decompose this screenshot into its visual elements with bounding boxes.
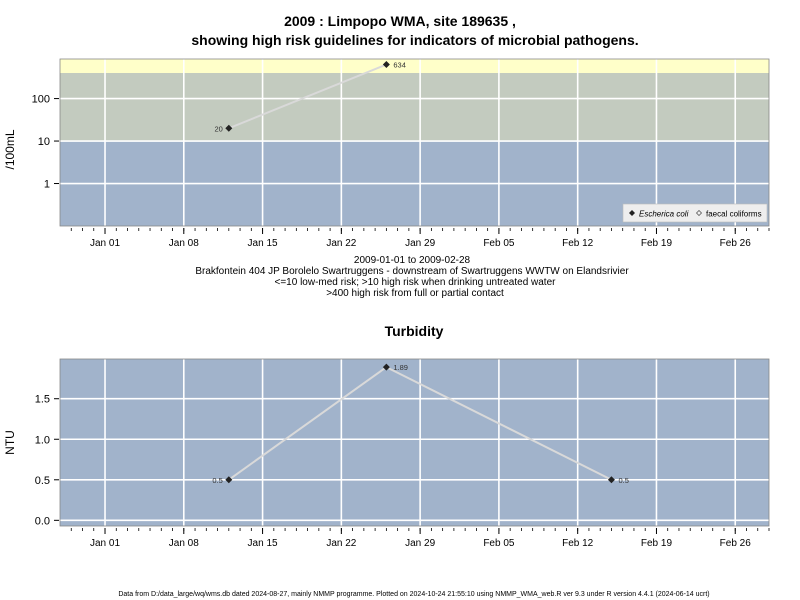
x-tick-label: Feb 26 [720,238,752,249]
x-tick-label: Feb 12 [562,238,594,249]
x-tick-label: Jan 01 [90,238,120,249]
x-tick-label: Feb 19 [641,238,673,249]
x-tick-label: Feb 05 [483,238,515,249]
legend-box [622,203,768,223]
data-point [607,476,615,484]
y-tick-label: 0.5 [35,475,50,487]
data-label: 0.5 [618,476,628,485]
footer-note: Data from D:/data_large/wq/wms.db dated … [118,591,709,598]
x-tick-label: Jan 29 [405,238,435,249]
data-point [225,124,233,132]
series-line [228,63,387,130]
plot-panel [60,359,769,526]
x-tick-label: Feb 26 [720,538,752,549]
turbidity-chart: Jan 01 Jan 08 Jan 15 Jan 22 Jan 29 Feb 05 Feb … [3,358,770,549]
data-label: 20 [214,124,222,133]
y-tick-label: 0.0 [35,515,50,527]
data-label: 0.5 [212,476,222,485]
x-tick-label: Jan 08 [169,538,199,549]
y-axis-label: NTU [3,430,17,455]
main-title-line1: 2009 : Limpopo WMA, site 189635 , [284,13,516,29]
x-tick-label: Jan 22 [326,238,356,249]
band-high-risk-drinking [60,73,769,142]
main-title-line2: showing high risk guidelines for indicat… [191,32,638,48]
subtitle-line-2: Brakfontein 404 JP Borolelo Swartruggens… [195,266,629,277]
y-tick-label: 1 [44,179,50,191]
legend-label-faecal: faecal coliforms [706,210,762,219]
x-tick-label: Jan 08 [169,238,199,249]
x-tick-label: Jan 15 [248,238,278,249]
data-point [225,476,233,484]
x-tick-label: Jan 29 [405,538,435,549]
y-tick-label: 10 [38,136,50,148]
y-tick-label: 100 [32,94,50,106]
y-tick-label: 1.5 [35,394,50,406]
subtitle-line-3: <=10 low-med risk; >10 high risk when dr… [275,277,557,288]
y-tick-label: 1.0 [35,434,50,446]
x-tick-label: Feb 19 [641,538,673,549]
x-tick-label: Feb 12 [562,538,594,549]
data-label: 1.89 [393,363,408,372]
x-tick-label: Jan 15 [248,538,278,549]
band-high-risk-contact [60,59,769,73]
legend-label-ecoli: Escherica coli [639,210,689,219]
subtitle-line-4: >400 high risk from full or partial cont… [326,288,504,299]
ecoli-chart: Jan 01 Jan 08 Jan 15 Jan 22 Jan 29 Feb 05 Feb … [3,58,770,249]
data-label: 634 [393,61,406,70]
turbidity-chart-title: Turbidity [385,323,444,339]
plot-frame [59,358,770,527]
data-point [382,363,390,371]
y-axis-label: /100mL [3,129,17,169]
x-tick-label: Jan 22 [326,538,356,549]
subtitle-line-1: 2009-01-01 to 2009-02-28 [354,255,471,266]
legend-marker-ecoli [629,210,635,216]
plot-frame [59,58,770,227]
data-point [382,61,390,69]
x-tick-label: Feb 05 [483,538,515,549]
x-tick-label: Jan 01 [90,538,120,549]
legend-marker-faecal [696,210,702,216]
